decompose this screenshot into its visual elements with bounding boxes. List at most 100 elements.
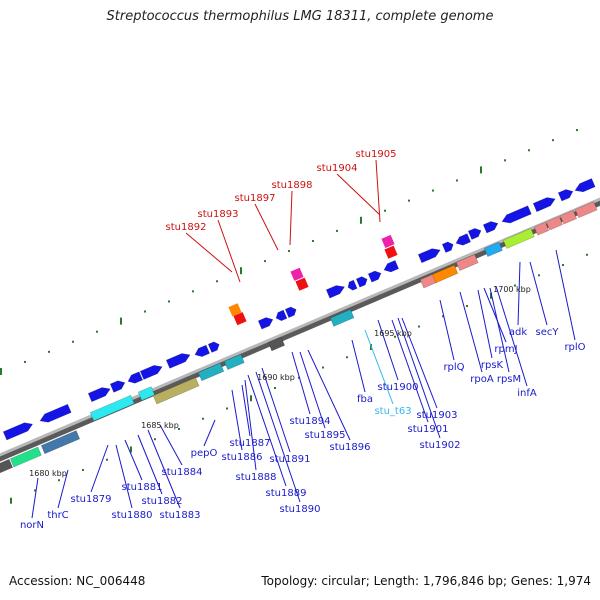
tick-mark [538, 274, 540, 277]
gene-label: stu1880 [112, 510, 153, 521]
gene-label: stu1895 [305, 430, 346, 441]
forward-gene [194, 344, 211, 357]
feature-marker [295, 277, 309, 291]
forward-gene [574, 178, 596, 193]
tick-mark [346, 356, 348, 359]
gene-label: stu1889 [266, 488, 307, 499]
gene-block [545, 215, 564, 231]
tick-mark [552, 139, 554, 142]
forward-gene-shape [367, 270, 382, 283]
forward-gene-shape [355, 276, 368, 288]
tick-mark [226, 407, 228, 410]
tick-mark [154, 438, 156, 441]
gene-label: stu1903 [417, 410, 458, 421]
leader-line [289, 190, 293, 246]
leader-line [489, 287, 510, 373]
tick-mark [432, 189, 434, 192]
gene-block [455, 254, 479, 271]
scale-label: 1690 kbp [257, 373, 295, 382]
feature-marker [290, 267, 304, 281]
tick-mark [480, 166, 482, 174]
gene-labels: stu1892 stu1893 stu1897 stu1898 stu1904 stu19… [20, 149, 586, 531]
tick-mark [528, 149, 530, 152]
forward-gene-shape [139, 365, 163, 380]
gene-block-shape [545, 215, 564, 231]
leader-line [147, 429, 181, 509]
leader-line [336, 173, 381, 216]
gene-block [267, 336, 286, 352]
leader-line [247, 374, 287, 487]
tick-mark [504, 159, 506, 162]
forward-gene [501, 205, 532, 224]
forward-gene [275, 309, 288, 322]
leader-line [203, 419, 216, 447]
gene-block [431, 264, 459, 284]
gene-label: rpoA [470, 374, 494, 385]
forward-gene [39, 403, 72, 423]
tick-mark [10, 497, 12, 504]
tick-mark [250, 395, 252, 402]
leader-line [477, 289, 493, 359]
tick-mark [34, 489, 36, 492]
leader-line [57, 469, 69, 509]
forward-gene [482, 221, 499, 234]
tick-mark [322, 366, 324, 369]
gene-label: rpsK [481, 360, 504, 371]
gene-label: adk [509, 327, 527, 338]
gene-block [574, 201, 598, 219]
forward-gene-shape [284, 306, 297, 318]
gene-label: stu_t63 [374, 406, 411, 417]
gene-label: stu1884 [162, 467, 203, 478]
tick-mark [336, 229, 338, 232]
forward-gene-shape [557, 189, 574, 202]
topology-text: Topology: circular; Length: 1,796,846 bp… [261, 574, 591, 588]
leader-line [439, 299, 455, 361]
accession-text: Accession: NC_006448 [9, 574, 146, 588]
gene-block-shape [455, 254, 479, 271]
scale-label: 1680 kbp [29, 469, 67, 478]
forward-gene [257, 317, 274, 330]
scale-label: 1695 kbp [374, 329, 412, 338]
leader-line [364, 329, 394, 405]
tick-mark [24, 360, 26, 363]
leader-line [351, 339, 366, 393]
forward-gene-shape [325, 285, 346, 299]
gene-block-shape [329, 309, 355, 327]
leader-line [254, 203, 279, 251]
tick-mark [264, 260, 266, 263]
gene-block [223, 353, 245, 371]
gene-label: norN [20, 520, 44, 531]
gene-label: stu1893 [198, 209, 239, 220]
gene-label: stu1883 [160, 510, 201, 521]
forward-gene-shape [165, 353, 191, 369]
tick-mark [312, 239, 314, 242]
gene-label: stu1898 [272, 180, 313, 191]
forward-gene [347, 279, 358, 291]
gene-block-shape [152, 377, 200, 405]
gene-label: stu1890 [280, 504, 321, 515]
tick-mark [490, 292, 492, 299]
scale-ticks [0, 129, 588, 504]
forward-gene-shape [383, 260, 400, 273]
feature-marker [384, 245, 398, 259]
forward-gene-shape [347, 279, 358, 291]
figure-title: Streptococcus thermophilus LMG 18311, co… [106, 9, 494, 24]
gene-block-shape [0, 458, 14, 474]
leader-line [529, 261, 548, 326]
leader-line [299, 351, 326, 429]
tick-mark [240, 267, 242, 275]
tick-mark [288, 250, 290, 253]
gene-label: stu1900 [378, 382, 419, 393]
tick-mark [168, 300, 170, 303]
forward-gene [383, 260, 400, 273]
leader-line [137, 434, 163, 495]
forward-gene [455, 233, 472, 246]
gene-block [533, 221, 550, 236]
forward-gene-shape [275, 309, 288, 322]
leader-line [159, 424, 183, 466]
tick-mark [144, 310, 146, 313]
leader-line [244, 379, 257, 471]
leader-line [397, 317, 441, 439]
leader-line [185, 232, 233, 273]
gene-block [89, 394, 135, 422]
